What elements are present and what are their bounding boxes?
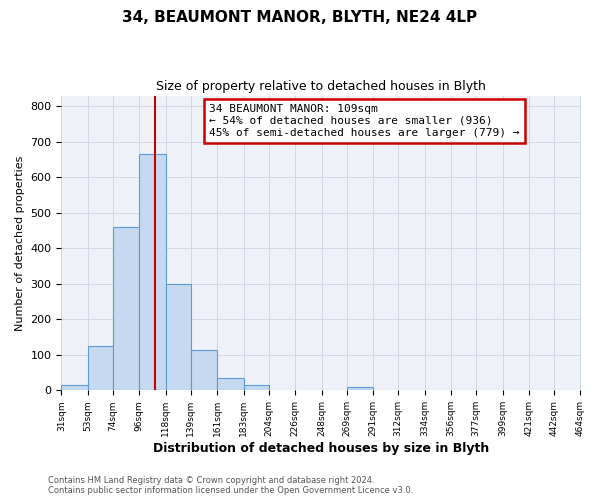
Text: 34 BEAUMONT MANOR: 109sqm
← 54% of detached houses are smaller (936)
45% of semi: 34 BEAUMONT MANOR: 109sqm ← 54% of detac… [209, 104, 520, 138]
Bar [166, 284, 191, 391]
Y-axis label: Number of detached properties: Number of detached properties [15, 156, 25, 330]
Text: Contains HM Land Registry data © Crown copyright and database right 2024.
Contai: Contains HM Land Registry data © Crown c… [48, 476, 413, 495]
Bar [139, 154, 166, 390]
Bar [191, 350, 217, 391]
Bar [347, 387, 373, 390]
Bar [113, 227, 139, 390]
Bar [244, 385, 269, 390]
Title: Size of property relative to detached houses in Blyth: Size of property relative to detached ho… [156, 80, 486, 93]
Bar [217, 378, 244, 390]
Text: 34, BEAUMONT MANOR, BLYTH, NE24 4LP: 34, BEAUMONT MANOR, BLYTH, NE24 4LP [122, 10, 478, 25]
X-axis label: Distribution of detached houses by size in Blyth: Distribution of detached houses by size … [153, 442, 489, 455]
Bar [61, 385, 88, 390]
Bar [88, 346, 113, 391]
